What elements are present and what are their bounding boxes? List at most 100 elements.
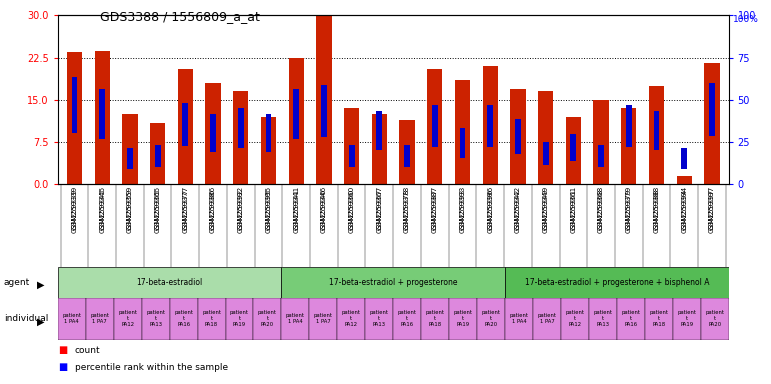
Text: patient
t
PA16: patient t PA16	[398, 310, 416, 327]
Bar	[427, 69, 443, 184]
Text: patient
t
PA18: patient t PA18	[426, 310, 445, 327]
FancyBboxPatch shape	[505, 267, 729, 298]
Text: patient
t
PA13: patient t PA13	[594, 310, 612, 327]
Bar	[99, 89, 105, 139]
Text: GSM259341: GSM259341	[293, 189, 299, 233]
Text: 17-beta-estradiol + progesterone: 17-beta-estradiol + progesterone	[329, 278, 457, 287]
Text: count: count	[75, 346, 100, 355]
Bar	[150, 124, 165, 184]
Bar	[372, 114, 387, 184]
FancyBboxPatch shape	[561, 298, 589, 340]
Text: ■: ■	[58, 362, 67, 372]
Bar	[432, 106, 438, 147]
Bar	[123, 114, 137, 184]
FancyBboxPatch shape	[337, 298, 365, 340]
Text: GSM259379: GSM259379	[626, 189, 631, 233]
Text: GSM259342: GSM259342	[515, 189, 521, 233]
Bar	[654, 111, 659, 150]
Text: patient
1 PA7: patient 1 PA7	[537, 313, 557, 324]
Text: GSM259349: GSM259349	[543, 189, 549, 233]
Text: GSM259388: GSM259388	[654, 189, 659, 233]
Bar	[233, 91, 248, 184]
Text: GSM259368: GSM259368	[598, 189, 604, 233]
FancyBboxPatch shape	[281, 267, 505, 298]
FancyBboxPatch shape	[225, 298, 254, 340]
Bar	[348, 145, 355, 167]
Text: percentile rank within the sample: percentile rank within the sample	[75, 364, 228, 372]
Text: GDS3388 / 1556809_a_at: GDS3388 / 1556809_a_at	[100, 10, 260, 23]
Text: GSM259396: GSM259396	[487, 189, 493, 233]
Text: GSM259395: GSM259395	[265, 189, 271, 233]
Text: GSM259361: GSM259361	[571, 189, 577, 233]
FancyBboxPatch shape	[254, 298, 281, 340]
Bar	[67, 52, 82, 184]
Text: patient
t
PA16: patient t PA16	[621, 310, 640, 327]
FancyBboxPatch shape	[86, 298, 113, 340]
Text: patient
1 PA4: patient 1 PA4	[510, 313, 528, 324]
Text: 100%: 100%	[732, 15, 759, 24]
Bar	[376, 111, 382, 150]
Text: patient
1 PA4: patient 1 PA4	[286, 313, 305, 324]
Bar	[293, 89, 299, 139]
Text: patient
t
PA19: patient t PA19	[677, 310, 696, 327]
Bar	[626, 106, 631, 147]
Text: GSM259367: GSM259367	[376, 189, 382, 233]
Bar	[515, 119, 521, 154]
Text: GSM259386: GSM259386	[210, 189, 216, 233]
Bar	[455, 80, 470, 184]
Text: patient
t
PA12: patient t PA12	[565, 310, 584, 327]
Bar	[460, 128, 466, 159]
Bar	[265, 114, 271, 152]
Text: GSM259346: GSM259346	[321, 189, 327, 233]
FancyBboxPatch shape	[505, 298, 533, 340]
Text: patient
t
PA20: patient t PA20	[258, 310, 277, 327]
FancyBboxPatch shape	[533, 298, 561, 340]
Text: patient
t
PA12: patient t PA12	[342, 310, 361, 327]
Text: agent: agent	[4, 278, 30, 287]
Bar	[404, 145, 410, 167]
Text: patient
t
PA12: patient t PA12	[118, 310, 137, 327]
Bar	[677, 176, 692, 184]
FancyBboxPatch shape	[58, 267, 281, 298]
Bar	[543, 142, 548, 165]
Bar	[316, 17, 332, 184]
Bar	[566, 117, 581, 184]
Text: patient
t
PA16: patient t PA16	[174, 310, 193, 327]
Text: patient
t
PA20: patient t PA20	[705, 310, 724, 327]
Text: patient
t
PA18: patient t PA18	[649, 310, 668, 327]
FancyBboxPatch shape	[672, 298, 701, 340]
FancyBboxPatch shape	[58, 298, 86, 340]
Bar	[238, 108, 244, 148]
FancyBboxPatch shape	[113, 298, 142, 340]
Text: GSM259387: GSM259387	[432, 189, 438, 233]
FancyBboxPatch shape	[589, 298, 617, 340]
Text: patient
t
PA20: patient t PA20	[482, 310, 500, 327]
Text: patient
t
PA13: patient t PA13	[370, 310, 389, 327]
Text: patient
1 PA4: patient 1 PA4	[62, 313, 81, 324]
Text: GSM259377: GSM259377	[182, 189, 188, 233]
Text: ▶: ▶	[37, 280, 45, 290]
Bar	[571, 134, 576, 161]
Text: patient
t
PA19: patient t PA19	[230, 310, 249, 327]
Bar	[483, 66, 498, 184]
Bar	[709, 83, 715, 136]
Text: patient
t
PA13: patient t PA13	[146, 310, 165, 327]
Bar	[399, 119, 415, 184]
Text: patient
1 PA7: patient 1 PA7	[90, 313, 109, 324]
FancyBboxPatch shape	[281, 298, 309, 340]
Text: GSM259393: GSM259393	[460, 189, 466, 233]
Bar	[598, 145, 604, 167]
Bar	[177, 69, 193, 184]
Text: ■: ■	[58, 345, 67, 355]
Text: GSM259397: GSM259397	[709, 189, 715, 233]
Bar	[344, 108, 359, 184]
FancyBboxPatch shape	[170, 298, 197, 340]
Bar	[649, 86, 664, 184]
Text: GSM259359: GSM259359	[127, 189, 133, 233]
Bar	[621, 108, 636, 184]
Text: 17-beta-estradiol + progesterone + bisphenol A: 17-beta-estradiol + progesterone + bisph…	[524, 278, 709, 287]
Bar	[538, 91, 554, 184]
Bar	[510, 89, 526, 184]
Text: GSM259339: GSM259339	[72, 189, 77, 233]
Bar	[205, 83, 221, 184]
